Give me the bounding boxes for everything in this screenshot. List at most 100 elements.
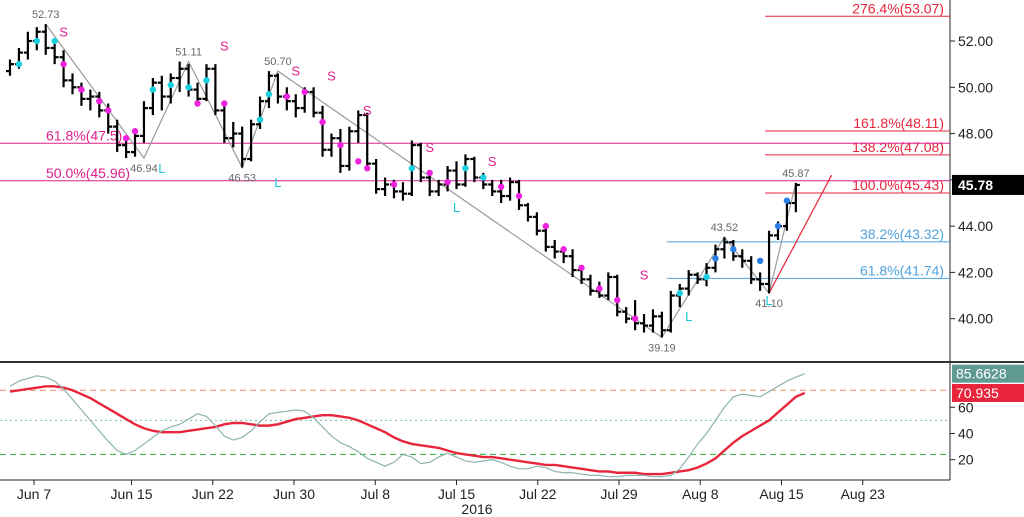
indicator-dot — [203, 77, 210, 84]
ohlc-bar — [541, 226, 550, 252]
x-axis-tick-label: Jul 22 — [519, 486, 557, 502]
ohlc-bar — [372, 159, 381, 194]
indicator-dot — [256, 116, 264, 123]
indicator-dot — [631, 315, 639, 322]
ohlc-bar — [41, 24, 50, 55]
ohlc-bar — [193, 82, 202, 104]
x-axis-tick-label: Jul 15 — [438, 486, 476, 502]
ohlc-bar — [238, 126, 247, 168]
price-panel: 52.0050.0048.0046.0044.0042.0040.00276.4… — [0, 0, 1024, 363]
last-price-label: 45.78 — [958, 177, 993, 193]
ohlc-bar — [648, 309, 657, 333]
indicator-dot — [578, 264, 585, 271]
ohlc-bar — [756, 272, 765, 291]
ohlc-bar — [791, 182, 800, 213]
x-axis-tick-label: Jun 7 — [17, 486, 51, 502]
ohlc-bar — [523, 202, 532, 222]
indicator-dot — [33, 37, 40, 45]
projection-line — [768, 174, 833, 294]
ohlc-bar — [148, 78, 157, 116]
ohlc-bar — [139, 101, 148, 143]
price-y-tick-label: 42.00 — [958, 264, 993, 280]
ohlc-bar — [273, 73, 282, 104]
indicator-dot — [364, 165, 371, 172]
ohlc-bar — [23, 31, 32, 60]
swing-label: 43.52 — [711, 222, 739, 234]
ohlc-bar — [657, 311, 666, 338]
signal-short: S — [327, 68, 336, 83]
signal-long: L — [274, 175, 281, 190]
price-y-tick-label: 40.00 — [958, 311, 993, 327]
indicator-dot — [480, 174, 487, 181]
signal-short: S — [488, 154, 497, 169]
osc-value-label: 85.6628 — [956, 366, 1007, 382]
ohlc-bar — [738, 249, 747, 268]
ohlc-bar — [666, 290, 675, 333]
ohlc-bar — [229, 122, 238, 148]
ohlc-bar — [113, 119, 122, 153]
signal-short: S — [220, 38, 229, 53]
signal-short: S — [59, 24, 68, 39]
ohlc-bar — [354, 110, 363, 143]
indicator-dot — [676, 290, 683, 297]
ohlc-bar — [211, 64, 220, 116]
x-axis-tick-label: Jun 30 — [273, 486, 315, 502]
ohlc-bar — [568, 249, 577, 278]
indicator-dot — [149, 86, 157, 93]
indicator-dot — [78, 86, 85, 93]
ohlc-bar — [220, 105, 229, 143]
ohlc-bar — [122, 138, 131, 159]
indicator-dot — [131, 128, 139, 135]
fib-level-label: 276.4%(53.07) — [852, 0, 944, 16]
indicator-dot — [221, 100, 228, 107]
ohlc-bar — [586, 274, 595, 296]
ohlc-bar — [166, 73, 175, 104]
fib-level-label: 38.2%(43.32) — [860, 226, 944, 242]
ohlc-bar — [291, 94, 300, 118]
signal-long: L — [453, 200, 460, 215]
signal-short: S — [291, 64, 300, 79]
swing-label: 51.11 — [175, 47, 202, 59]
ohlc-bar — [59, 50, 68, 88]
swing-label: 41.10 — [755, 298, 783, 310]
swing-label: 46.94 — [130, 163, 158, 175]
fib-level-label: 61.8%(41.74) — [860, 262, 944, 278]
ohlc-bar — [640, 314, 649, 333]
indicator-dot — [96, 97, 103, 105]
ohlc-bar — [622, 307, 631, 324]
signal-long: L — [158, 161, 165, 176]
indicator-dot — [51, 37, 58, 45]
price-y-tick-label: 48.00 — [958, 126, 993, 142]
ohlc-bar — [604, 272, 613, 301]
osc-value-badge — [952, 383, 1024, 402]
price-y-tick-label: 44.00 — [958, 218, 993, 234]
x-axis-year-label: 2016 — [461, 501, 492, 517]
osc-value-label: 70.935 — [956, 385, 999, 401]
ohlc-bar — [6, 59, 14, 76]
indicator-dot — [783, 197, 791, 204]
price-y-tick-label: 52.00 — [958, 33, 993, 49]
ohlc-bar — [86, 89, 95, 111]
indicator-dot — [122, 134, 130, 142]
ohlc-bar — [532, 212, 541, 236]
indicator-dot — [194, 100, 201, 107]
ohlc-bar — [345, 126, 354, 171]
signal-long: L — [765, 293, 772, 308]
ohlc-bar — [506, 177, 515, 201]
fib-level-label: 50.0%(45.96) — [46, 165, 130, 181]
last-price-badge — [952, 174, 1024, 195]
fib-level-label: 161.8%(48.11) — [853, 115, 944, 131]
fib-level-label: 61.8%(47.5) — [46, 127, 122, 143]
ohlc-bar — [50, 41, 59, 65]
indicator-dot — [614, 296, 621, 304]
ohlc-bar — [684, 270, 693, 296]
ohlc-bar — [747, 256, 756, 284]
indicator-dot — [15, 60, 23, 68]
indicator-dot — [462, 165, 469, 172]
indicator-dot — [774, 222, 782, 230]
indicator-dot — [444, 178, 451, 186]
ohlc-bar — [327, 133, 336, 157]
x-axis-tick-label: Jul 29 — [600, 486, 638, 502]
ohlc-bar — [398, 182, 407, 201]
